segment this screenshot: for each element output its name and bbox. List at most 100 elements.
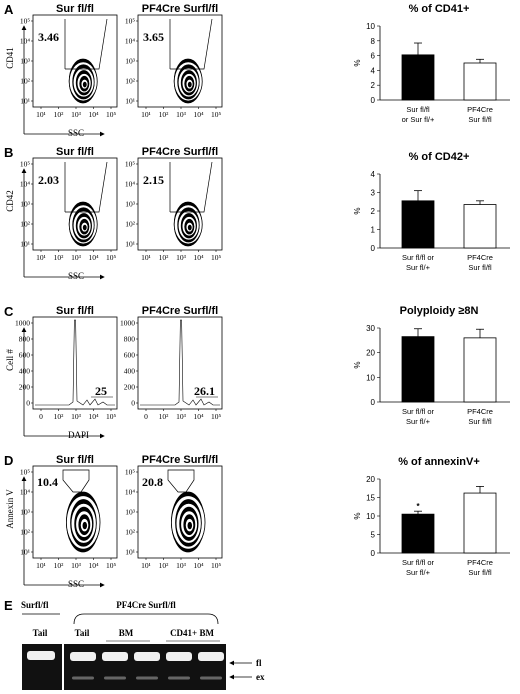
x-tick-label: 10⁵ bbox=[211, 561, 222, 570]
y-axis-label: % bbox=[353, 207, 362, 214]
y-tick-label: 200 bbox=[19, 383, 31, 392]
y-tick-label: 5 bbox=[371, 531, 376, 540]
chart-title: % of CD41+ bbox=[409, 3, 470, 15]
gate-polygon bbox=[62, 469, 90, 493]
bar bbox=[463, 492, 497, 554]
gate-value: 10.4 bbox=[37, 475, 58, 489]
flow-plot-title: Sur fl/fl bbox=[56, 146, 94, 158]
gate-polygon bbox=[64, 161, 108, 213]
category-label: Sur fl/+ bbox=[406, 417, 431, 426]
lane-label: BM bbox=[119, 628, 134, 638]
y-tick-label: 15 bbox=[366, 494, 375, 503]
y-tick-label: 10¹ bbox=[20, 97, 30, 106]
chart-title: Polyploidy ≥8N bbox=[400, 305, 479, 317]
category-label: Sur fl/fl or bbox=[402, 407, 435, 416]
panel-letter: B bbox=[4, 145, 13, 160]
flow-plot-title: PF4Cre Surfl/fl bbox=[142, 146, 218, 158]
x-tick-label: 10⁵ bbox=[211, 110, 222, 119]
y-tick-label: 2 bbox=[371, 81, 376, 90]
x-tick-label: 10² bbox=[159, 561, 170, 570]
flow-plot-control: Sur fl/fl 10¹ 10² 10³ 10⁴ 10⁵ 10¹ 10² 10³ 10⁴ 10⁵ 1… bbox=[20, 454, 118, 570]
bar bbox=[401, 54, 435, 101]
gate-value: 3.46 bbox=[38, 30, 59, 44]
flow-plot-title: Sur fl/fl bbox=[56, 3, 94, 15]
gel-group-right: PF4Cre Surfl/fl bbox=[116, 600, 176, 610]
flow-plot-title: PF4Cre Surfl/fl bbox=[142, 305, 218, 317]
y-tick-label: 0 bbox=[371, 398, 376, 407]
y-tick-label: 10² bbox=[20, 528, 31, 537]
x-tick-label: 10⁴ bbox=[193, 110, 204, 119]
x-axis-label: SSC bbox=[68, 579, 84, 589]
band-label: fl bbox=[256, 658, 262, 668]
gate-polygon bbox=[169, 161, 213, 213]
y-tick-label: 4 bbox=[371, 170, 376, 179]
x-tick-label: 10³ bbox=[176, 253, 187, 262]
y-tick-label: 10¹ bbox=[20, 548, 30, 557]
gel-image-right bbox=[64, 644, 226, 690]
y-tick-label: 0 bbox=[371, 549, 376, 558]
y-tick-label: 10³ bbox=[125, 200, 136, 209]
category-label: Sur fl/fl bbox=[468, 263, 492, 272]
panel-letter: C bbox=[4, 304, 14, 319]
x-axis-label: DAPI bbox=[68, 430, 89, 440]
y-tick-label: 1 bbox=[371, 226, 376, 235]
bar bbox=[401, 336, 435, 403]
y-tick-label: 10⁵ bbox=[20, 17, 31, 26]
density-contour bbox=[187, 521, 193, 530]
gate-polygon bbox=[167, 469, 195, 493]
density-contour bbox=[187, 81, 192, 88]
y-tick-label: 400 bbox=[124, 367, 136, 376]
y-tick-label: 30 bbox=[366, 324, 375, 333]
x-tick-label: 10⁴ bbox=[193, 253, 204, 262]
x-tick-label: 10⁴ bbox=[193, 561, 204, 570]
gel-band-fl bbox=[27, 651, 55, 660]
y-tick-label: 20 bbox=[366, 349, 375, 358]
gel-image-left bbox=[22, 644, 62, 690]
y-tick-label: 10⁴ bbox=[125, 488, 136, 497]
panel-c: C Cell # DAPI Sur fl/fl 0 200 400 600 800 1000 0 10… bbox=[4, 304, 223, 440]
x-axis-label: SSC bbox=[68, 128, 84, 138]
x-tick-label: 10¹ bbox=[36, 561, 46, 570]
x-tick-label: 10⁵ bbox=[211, 253, 222, 262]
x-tick-label: 10³ bbox=[176, 110, 187, 119]
y-tick-label: 600 bbox=[124, 351, 136, 360]
flow-plot-title: PF4Cre Surfl/fl bbox=[142, 3, 218, 15]
lane-label: Tail bbox=[75, 628, 90, 638]
y-tick-label: 10² bbox=[125, 528, 136, 537]
y-axis-label: CD41 bbox=[5, 47, 15, 69]
x-tick-label: 10² bbox=[54, 412, 65, 421]
y-tick-label: 10³ bbox=[125, 508, 136, 517]
y-tick-label: 10⁴ bbox=[20, 488, 31, 497]
bar bbox=[463, 337, 497, 403]
y-tick-label: 10³ bbox=[20, 200, 31, 209]
y-tick-label: 10 bbox=[366, 22, 375, 31]
bar bbox=[463, 204, 497, 249]
flow-plot-pf4cre: PF4Cre Surfl/fl 0 200 400 600 800 1000 0 10² 10³ 1… bbox=[120, 305, 223, 421]
density-contour bbox=[82, 224, 87, 231]
y-axis-label: Cell # bbox=[5, 349, 15, 371]
y-tick-label: 800 bbox=[124, 335, 136, 344]
band-label: ex bbox=[256, 672, 265, 682]
y-tick-label: 20 bbox=[366, 475, 375, 484]
y-axis-label: Annexin V bbox=[5, 489, 15, 529]
category-label: Sur fl/fl bbox=[468, 417, 492, 426]
y-tick-label: 10³ bbox=[20, 508, 31, 517]
category-label: Sur fl/fl bbox=[468, 115, 492, 124]
y-tick-label: 3 bbox=[371, 189, 376, 198]
x-tick-label: 0 bbox=[144, 412, 148, 421]
y-tick-label: 0 bbox=[371, 96, 376, 105]
x-tick-label: 10⁴ bbox=[88, 412, 99, 421]
y-tick-label: 10 bbox=[366, 512, 375, 521]
histogram-line bbox=[140, 319, 220, 406]
y-tick-label: 10³ bbox=[125, 57, 136, 66]
category-label: PF4Cre bbox=[467, 253, 493, 262]
y-tick-label: 10² bbox=[125, 77, 136, 86]
plot-frame bbox=[32, 316, 118, 410]
bar bbox=[401, 513, 435, 554]
x-tick-label: 10³ bbox=[71, 412, 82, 421]
category-label: or Sur fl/+ bbox=[402, 115, 435, 124]
gel-band-ex bbox=[168, 676, 190, 680]
flow-plot-control: Sur fl/fl 10¹ 10² 10³ 10⁴ 10⁵ 10¹ 10² 10³ 10⁴ 10⁵ 2… bbox=[20, 146, 118, 262]
